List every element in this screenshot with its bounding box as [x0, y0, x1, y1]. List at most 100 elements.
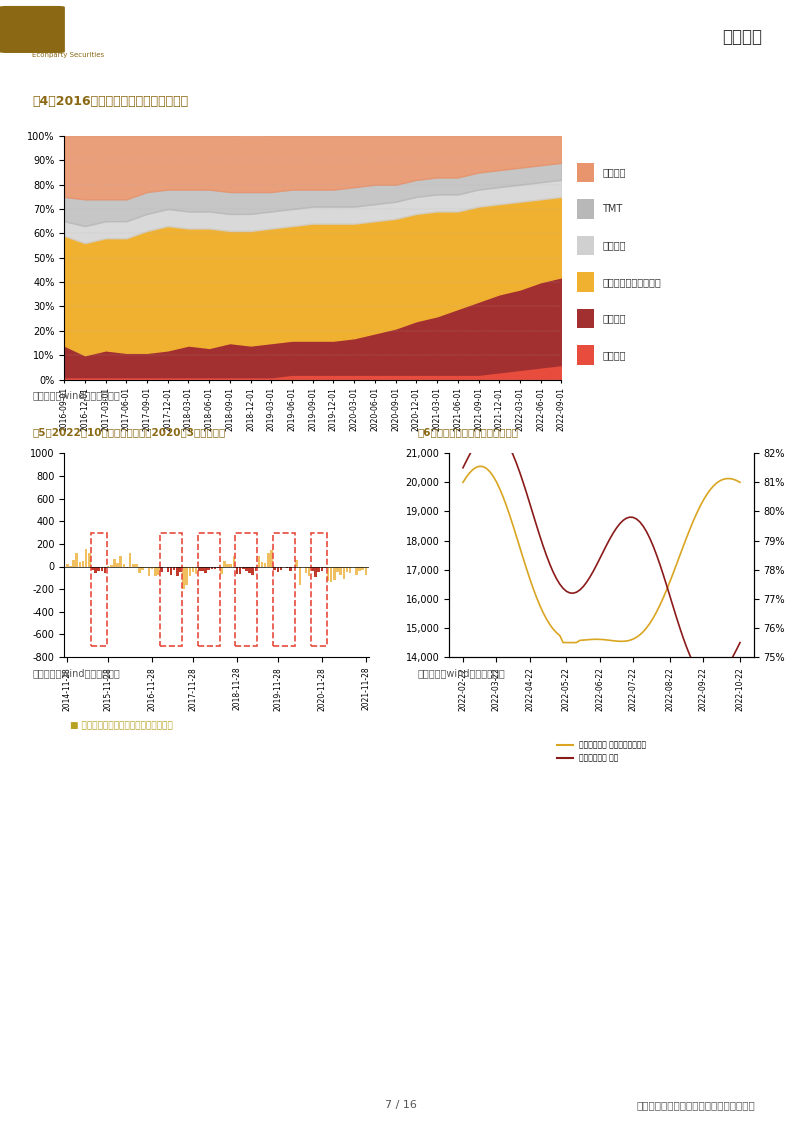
Bar [273, 566, 276, 570]
Text: 中游制造: 中游制造 [602, 314, 626, 324]
四大外资银行 占比 [598, 545, 608, 559]
四大外资银行 占比 [475, 432, 484, 445]
Bar [144, 566, 147, 568]
四大外资银行 占比 [488, 423, 498, 436]
Text: 资料来源：wind，德邦研究所: 资料来源：wind，德邦研究所 [32, 668, 119, 678]
Bar [270, 551, 273, 566]
Bar [79, 562, 81, 566]
四大外资银行 占比 [458, 461, 468, 475]
Bar [157, 566, 160, 576]
Text: ■ 北向合计（亿元，人民币）成交净买入: ■ 北向合计（亿元，人民币）成交净买入 [71, 722, 173, 731]
Bar [289, 566, 292, 571]
Bar [342, 566, 345, 579]
Bar [349, 566, 351, 573]
Bar [362, 566, 364, 570]
Bar [273, 533, 295, 646]
Bar [314, 566, 317, 577]
Bar [311, 566, 314, 571]
Line: 四大外资银行 持股市值（亿元）: 四大外资银行 持股市值（亿元） [463, 467, 740, 642]
Bar [577, 272, 594, 292]
Bar [305, 566, 307, 572]
Text: 资料来源：wind，德邦研究所: 资料来源：wind，德邦研究所 [417, 668, 504, 678]
Bar [160, 533, 182, 646]
Bar [201, 566, 204, 571]
Text: 德邦证券: 德邦证券 [32, 23, 62, 36]
四大外资银行 持股市值（亿元） [458, 476, 468, 489]
Legend: 四大外资银行 持股市值（亿元）, 四大外资银行 占比: 四大外资银行 持股市值（亿元）, 四大外资银行 占比 [554, 738, 649, 766]
Bar [336, 566, 338, 572]
Bar [242, 566, 245, 569]
Text: 资料来源：wind，德邦研究所: 资料来源：wind，德邦研究所 [32, 391, 119, 400]
Bar [179, 566, 182, 571]
Bar [236, 566, 238, 573]
Bar [82, 561, 84, 566]
Line: 四大外资银行 占比: 四大外资银行 占比 [463, 429, 740, 681]
Text: 上游资源: 上游资源 [602, 350, 626, 360]
Bar [113, 560, 115, 566]
Bar [103, 566, 106, 573]
Bar [577, 346, 594, 365]
四大外资银行 持股市值（亿元） [675, 548, 685, 562]
Bar [66, 564, 68, 566]
Bar [577, 236, 594, 255]
四大外资银行 占比 [685, 649, 695, 663]
四大外资银行 持股市值（亿元） [602, 633, 611, 647]
Bar [192, 566, 194, 572]
Bar [295, 560, 298, 566]
Bar [330, 566, 333, 582]
Bar [198, 566, 200, 571]
Bar [308, 566, 310, 576]
Bar [129, 553, 132, 566]
Bar [132, 564, 135, 566]
Bar [154, 566, 156, 576]
Bar [318, 566, 320, 572]
Bar [95, 566, 97, 573]
四大外资银行 占比 [672, 611, 682, 624]
Bar [188, 566, 191, 576]
Bar [126, 566, 128, 568]
Bar [226, 563, 229, 566]
四大外资银行 持股市值（亿元） [478, 460, 488, 474]
Bar [239, 566, 241, 574]
Bar [355, 566, 358, 574]
Bar [205, 566, 207, 573]
Text: Econparty Securities: Econparty Securities [32, 52, 104, 58]
Bar [182, 566, 184, 589]
Text: 图5：2022年10月北向资金流出创2020年3月以来新高: 图5：2022年10月北向资金流出创2020年3月以来新高 [32, 427, 225, 437]
Bar [208, 566, 210, 570]
Text: 宏观专题: 宏观专题 [722, 28, 762, 45]
Bar [577, 309, 594, 329]
四大外资银行 持股市值（亿元） [558, 636, 568, 649]
Bar [151, 566, 153, 569]
Text: 大消费（含汽车医药）: 大消费（含汽车医药） [602, 278, 661, 287]
Bar [148, 566, 150, 577]
Bar [91, 533, 107, 646]
Bar [91, 566, 94, 570]
Bar [365, 566, 367, 574]
Bar [72, 560, 75, 566]
Bar [75, 554, 78, 566]
Bar [577, 163, 594, 182]
Bar [173, 566, 176, 570]
四大外资银行 持股市值（亿元） [735, 476, 745, 489]
四大外资银行 持股市值（亿元） [461, 470, 471, 484]
Bar [286, 566, 289, 569]
Bar [327, 566, 330, 581]
Bar [138, 566, 141, 573]
Bar [116, 563, 119, 566]
Bar [195, 566, 197, 574]
Bar [339, 566, 342, 574]
Bar [167, 566, 169, 571]
Bar [254, 566, 257, 571]
Bar [251, 566, 254, 574]
Bar [211, 566, 213, 569]
四大外资银行 占比 [735, 636, 745, 649]
Bar [213, 566, 217, 569]
Bar [311, 533, 326, 646]
Text: TMT: TMT [602, 204, 622, 214]
Bar [333, 566, 335, 580]
Bar [123, 564, 125, 566]
Bar [267, 553, 269, 566]
Bar [324, 566, 326, 568]
四大外资银行 持股市值（亿元） [688, 514, 698, 528]
